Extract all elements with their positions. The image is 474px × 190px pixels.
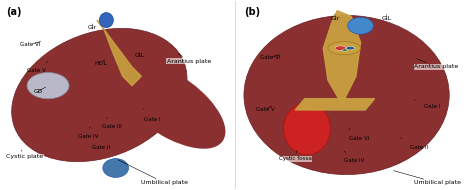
Ellipse shape [27, 73, 69, 99]
Text: HDL: HDL [95, 60, 108, 66]
Ellipse shape [12, 28, 187, 162]
Text: GIr: GIr [330, 14, 340, 21]
Polygon shape [97, 20, 141, 86]
Ellipse shape [283, 102, 330, 155]
Ellipse shape [100, 13, 113, 28]
Text: Gate VI: Gate VI [260, 55, 281, 60]
Ellipse shape [244, 15, 449, 175]
Circle shape [346, 47, 355, 50]
Circle shape [328, 42, 361, 55]
Text: GIr: GIr [88, 24, 97, 30]
Ellipse shape [348, 17, 374, 34]
Text: GIL: GIL [134, 52, 145, 58]
Text: (b): (b) [244, 7, 260, 17]
Text: Gate IV: Gate IV [344, 151, 365, 163]
Circle shape [342, 49, 347, 51]
Text: Gate VI: Gate VI [349, 129, 369, 141]
Text: Gate II: Gate II [401, 138, 428, 150]
Text: Cystic plate: Cystic plate [6, 150, 43, 159]
Text: (a): (a) [6, 7, 21, 17]
Circle shape [335, 46, 346, 50]
Text: Umbilical plate: Umbilical plate [393, 171, 461, 185]
Text: Arantius plate: Arantius plate [167, 54, 211, 64]
Text: Gate V: Gate V [27, 61, 48, 73]
Text: Gate II: Gate II [92, 136, 110, 150]
Text: Gate III: Gate III [102, 117, 121, 129]
Polygon shape [323, 11, 361, 104]
Text: Arantius plate: Arantius plate [414, 59, 458, 69]
Text: Gate I: Gate I [414, 100, 440, 109]
Ellipse shape [103, 159, 128, 177]
Text: Umbilical plate: Umbilical plate [118, 160, 188, 185]
Text: Cystic fossa: Cystic fossa [279, 150, 312, 161]
Text: GIL: GIL [382, 14, 392, 21]
Text: Gate VI: Gate VI [20, 41, 41, 47]
Text: Gate IV: Gate IV [78, 127, 99, 139]
Text: Gate I: Gate I [143, 108, 160, 122]
Text: Gate V: Gate V [255, 106, 274, 112]
Ellipse shape [113, 60, 226, 149]
Polygon shape [295, 99, 374, 110]
Text: GB: GB [34, 87, 46, 94]
